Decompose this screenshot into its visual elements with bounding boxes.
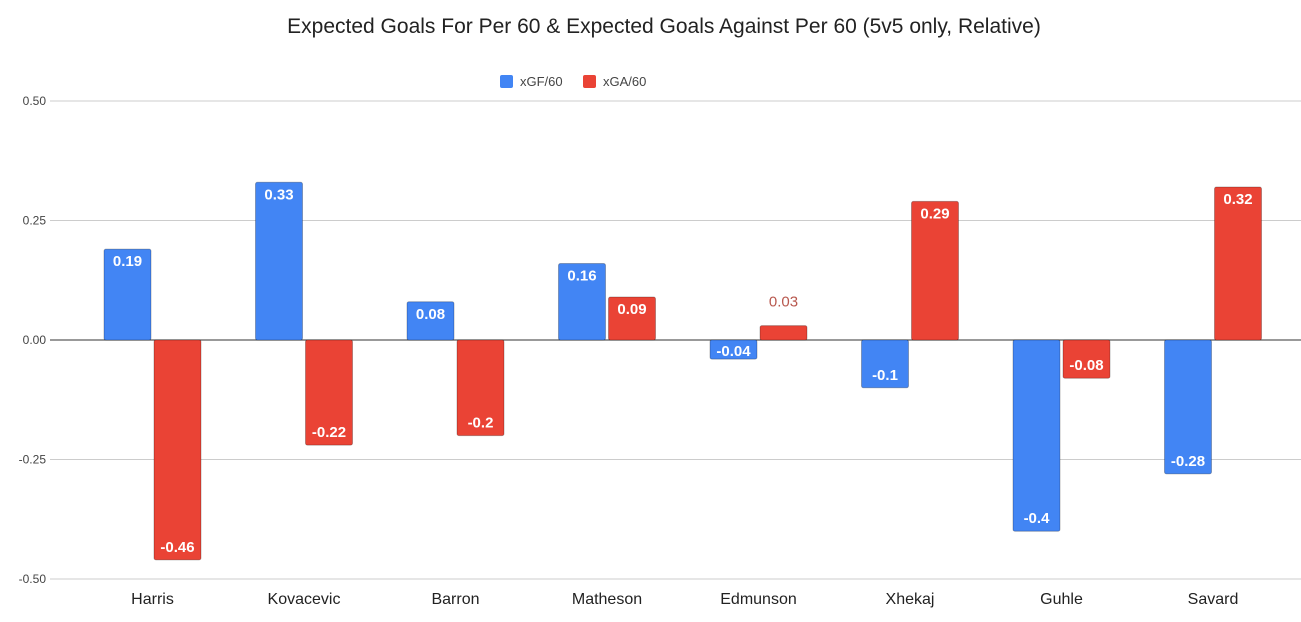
x-tick-label: Matheson [572, 591, 642, 608]
x-tick-label: Edmunson [720, 591, 797, 608]
data-label: -0.2 [468, 415, 494, 432]
bar-xga [153, 339, 202, 561]
y-tick-label: -0.25 [19, 453, 47, 467]
y-axis: 0.50 0.25 0.00 -0.25 -0.50 [19, 94, 47, 586]
x-axis: Harris Kovacevic Barron Matheson Edmunson Xhe… [131, 591, 1238, 608]
data-label: 0.16 [567, 268, 596, 285]
data-label: -0.4 [1024, 510, 1051, 527]
bar-xgf [861, 339, 909, 389]
x-tick-label: Barron [431, 591, 479, 608]
bar-xgf [103, 248, 152, 341]
bar-xgf [1012, 339, 1061, 532]
x-tick-label: Kovacevic [268, 591, 341, 608]
data-label: 0.32 [1223, 191, 1252, 208]
bar-xgf [709, 339, 758, 360]
data-label: -0.22 [312, 424, 346, 441]
legend: xGF/60 xGA/60 [500, 74, 646, 89]
bar-xga [608, 296, 656, 341]
data-label: -0.1 [872, 367, 898, 384]
bar-xgf [255, 181, 303, 341]
bar-xga [911, 200, 959, 341]
gridlines [50, 100, 1301, 580]
legend-label: xGF/60 [520, 74, 563, 89]
data-labels: 0.19 -0.46 0.33 -0.22 0.08 -0.2 0.16 0.09 -0.04 0… [113, 186, 1253, 556]
bars [103, 181, 1262, 561]
data-label: 0.03 [769, 294, 798, 311]
bar-xga [1062, 339, 1111, 379]
x-tick-label: Savard [1188, 591, 1239, 608]
bar-xga [305, 339, 353, 446]
y-tick-label: 0.50 [23, 94, 47, 108]
bar-xgf [1164, 339, 1212, 475]
data-label: 0.08 [416, 306, 445, 323]
data-label: -0.08 [1069, 357, 1103, 374]
bar-xgf [406, 301, 455, 341]
y-tick-label: 0.25 [23, 214, 47, 228]
data-label: 0.29 [920, 205, 949, 222]
x-tick-label: Harris [131, 591, 174, 608]
bar-xga [759, 325, 808, 341]
data-label: 0.19 [113, 253, 142, 270]
bar-xga [456, 339, 505, 437]
legend-label: xGA/60 [603, 74, 646, 89]
chart-title: Expected Goals For Per 60 & Expected Goa… [287, 15, 1041, 38]
x-tick-label: Xhekaj [886, 591, 935, 608]
data-label: 0.09 [617, 301, 646, 318]
y-tick-label: -0.50 [19, 572, 47, 586]
bar-xga [1214, 186, 1262, 341]
data-label: 0.33 [264, 186, 293, 203]
x-tick-label: Guhle [1040, 591, 1083, 608]
data-label: -0.46 [160, 539, 194, 556]
data-label: -0.28 [1171, 453, 1205, 470]
legend-swatch [583, 75, 596, 88]
y-tick-label: 0.00 [23, 333, 47, 347]
bar-xgf [558, 263, 606, 341]
legend-swatch [500, 75, 513, 88]
data-label: -0.04 [716, 343, 751, 360]
